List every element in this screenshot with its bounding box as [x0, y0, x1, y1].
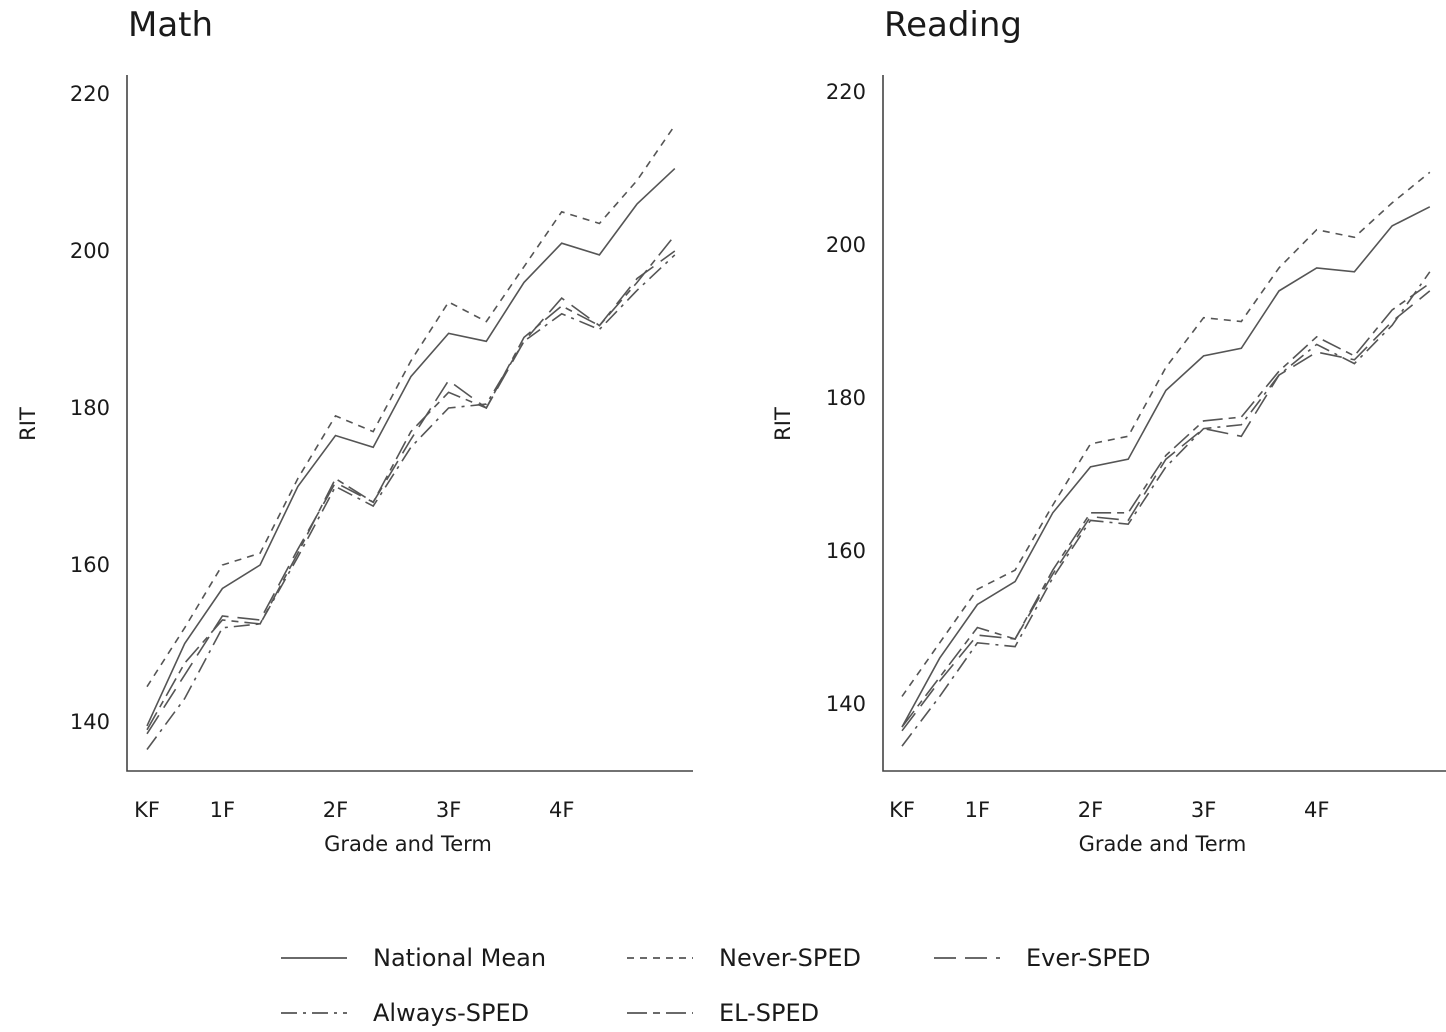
- series-line-elsped: [901, 282, 1431, 728]
- y-tick-label: 200: [826, 233, 866, 257]
- x-axis-label: Grade and Term: [1079, 832, 1247, 856]
- series-line-elsped: [146, 234, 676, 731]
- chart-title: Reading: [884, 5, 1022, 45]
- y-tick-label: 200: [70, 239, 110, 263]
- x-tick-label: 2F: [1078, 798, 1103, 822]
- x-tick-label: KF: [889, 798, 915, 822]
- legend-label: Never-SPED: [719, 944, 861, 972]
- x-tick-label: 2F: [323, 798, 348, 822]
- series-line-always: [146, 254, 676, 750]
- series-line-never: [901, 171, 1431, 697]
- y-axis-label: RIT: [16, 407, 40, 441]
- y-axis-label: RIT: [771, 407, 795, 441]
- x-tick-label: 3F: [1191, 798, 1216, 822]
- reading-panel: Reading 140 160 180 200 220 KF 1F 2F 3F 4F Grade an…: [771, 5, 1446, 856]
- y-tick-label: 140: [826, 692, 866, 716]
- y-tick-label: 180: [70, 396, 110, 420]
- legend-label: EL-SPED: [719, 999, 819, 1027]
- legend-item-elsped: EL-SPED: [627, 999, 819, 1027]
- series-line-ever: [901, 290, 1431, 732]
- chart-title: Math: [128, 5, 213, 45]
- x-tick-label: 4F: [1304, 798, 1329, 822]
- series-line-always: [901, 271, 1431, 747]
- y-tick-label: 180: [826, 386, 866, 410]
- legend-label: National Mean: [373, 944, 546, 972]
- legend-item-never: Never-SPED: [627, 944, 861, 972]
- y-tick-label: 160: [70, 553, 110, 577]
- x-tick-label: 1F: [210, 798, 235, 822]
- legend-item-always: Always-SPED: [281, 999, 529, 1027]
- x-axis-label: Grade and Term: [324, 832, 492, 856]
- legend-label: Ever-SPED: [1026, 944, 1150, 972]
- y-tick-label: 140: [70, 710, 110, 734]
- x-tick-label: 3F: [436, 798, 461, 822]
- legend-label: Always-SPED: [373, 999, 529, 1027]
- axis-lines: [882, 75, 1446, 772]
- legend: National Mean Never-SPED Ever-SPED Always-S…: [281, 944, 1150, 1027]
- series-line-ever: [146, 250, 676, 735]
- x-tick-label: 1F: [965, 798, 990, 822]
- math-panel: Math 140 160 180 200 220 KF 1F 2F 3F 4F Grade and T…: [16, 5, 693, 856]
- legend-item-national: National Mean: [281, 944, 546, 972]
- x-tick-label: KF: [134, 798, 160, 822]
- x-tick-label: 4F: [549, 798, 574, 822]
- series-line-national: [901, 206, 1431, 728]
- y-tick-label: 220: [70, 82, 110, 106]
- y-tick-label: 160: [826, 539, 866, 563]
- series-line-never: [146, 124, 676, 688]
- series-line-national: [146, 168, 676, 727]
- axis-lines: [126, 75, 693, 772]
- legend-item-ever: Ever-SPED: [934, 944, 1150, 972]
- y-tick-label: 220: [826, 80, 866, 104]
